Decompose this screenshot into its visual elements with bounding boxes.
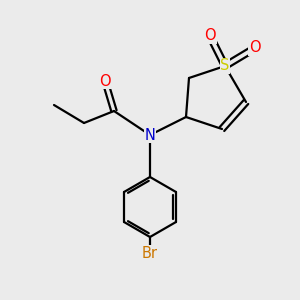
Text: O: O xyxy=(249,40,261,56)
Text: Br: Br xyxy=(142,246,158,261)
Text: O: O xyxy=(204,28,216,44)
Text: S: S xyxy=(220,58,230,74)
Text: N: N xyxy=(145,128,155,142)
Text: O: O xyxy=(99,74,111,88)
